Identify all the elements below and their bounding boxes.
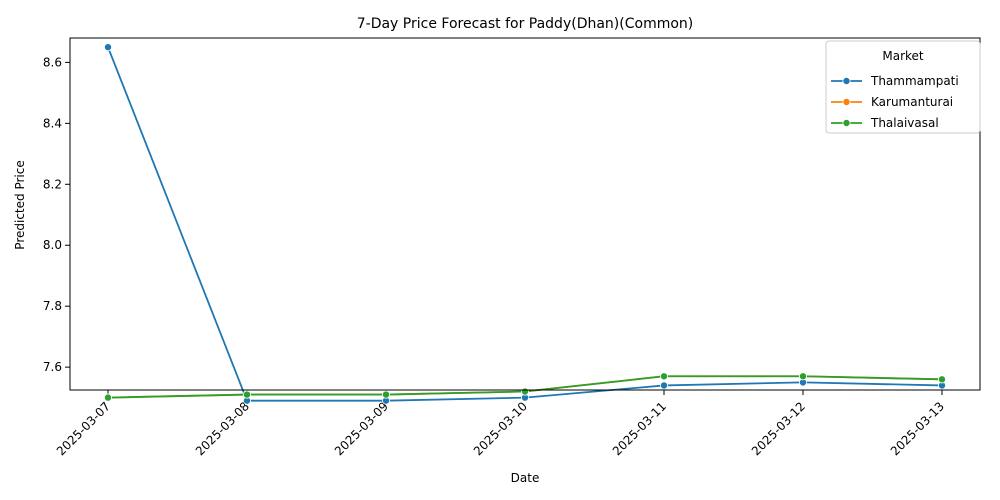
data-point-thalaivasal xyxy=(938,375,947,384)
y-tick-label: 8.6 xyxy=(43,55,62,69)
legend-label-thammampati: Thammampati xyxy=(870,74,959,88)
x-axis-label: Date xyxy=(511,471,540,485)
data-point-thammampati xyxy=(660,381,669,390)
y-tick-label: 7.6 xyxy=(43,360,62,374)
legend-label-karumanturai: Karumanturai xyxy=(871,95,953,109)
legend-frame xyxy=(825,40,981,134)
plot-frame xyxy=(69,37,981,391)
y-tick-label: 7.8 xyxy=(43,299,62,313)
y-axis-label: Predicted Price xyxy=(13,160,27,249)
y-tick-label: 8.4 xyxy=(43,116,62,130)
data-point-thalaivasal xyxy=(799,372,808,381)
data-point-thalaivasal xyxy=(381,390,390,399)
data-point-thammampati xyxy=(104,43,113,52)
chart-title: 7-Day Price Forecast for Paddy(Dhan)(Com… xyxy=(357,16,694,32)
data-point-thalaivasal xyxy=(242,390,251,399)
legend-marker-thammampati xyxy=(842,77,851,86)
data-point-thalaivasal xyxy=(521,387,530,396)
legend-marker-karumanturai xyxy=(842,98,851,107)
data-point-thalaivasal xyxy=(660,372,669,381)
y-tick-label: 8.2 xyxy=(43,177,62,191)
data-point-thalaivasal xyxy=(104,393,113,402)
legend-label-thalaivasal: Thalaivasal xyxy=(870,116,939,130)
legend-marker-thalaivasal xyxy=(842,119,851,128)
legend-title: Market xyxy=(882,49,924,63)
y-tick-label: 8.0 xyxy=(43,238,62,252)
legend: Market Thammampati Karumanturai Thalaivasa… xyxy=(825,40,981,134)
